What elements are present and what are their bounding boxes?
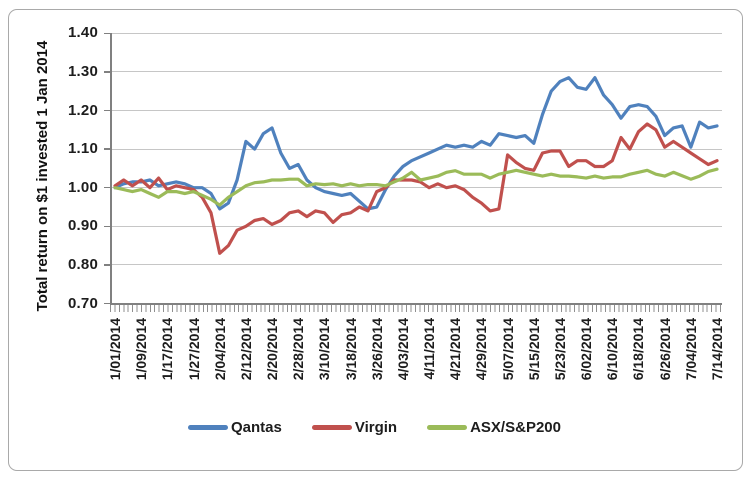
- y-tick-label: 0.70: [68, 294, 98, 312]
- y-tick-label: 0.80: [68, 255, 98, 273]
- y-tick-label: 1.40: [68, 24, 98, 42]
- gridline: [110, 225, 722, 227]
- y-tick-label: 1.10: [68, 140, 98, 158]
- legend-line-swatch: [188, 425, 228, 430]
- legend-label: Virgin: [354, 419, 398, 436]
- y-tick-label: 1.00: [68, 178, 98, 196]
- gridline: [110, 110, 722, 111]
- series-line-virgin: [113, 122, 719, 255]
- y-axis-tick: [104, 264, 110, 266]
- legend-item: ASX/S&P200: [427, 419, 561, 436]
- y-axis-tick: [104, 225, 110, 228]
- legend-item: Virgin: [311, 419, 398, 436]
- y-axis-line: [110, 33, 112, 304]
- legend-item: Qantas: [188, 419, 282, 436]
- series-line-asx-s-p200: [113, 167, 719, 207]
- x-axis-minor-ticks: [110, 305, 722, 312]
- y-axis-tick: [104, 109, 110, 112]
- gridline: [110, 148, 722, 150]
- gridline: [110, 71, 722, 73]
- y-tick-label: 1.20: [68, 101, 98, 119]
- gridline: [110, 264, 722, 266]
- x-axis-line: [110, 303, 722, 305]
- y-axis-tick: [104, 32, 110, 35]
- legend-line-swatch: [427, 425, 468, 430]
- y-tick-label: 1.30: [68, 62, 98, 80]
- chart-legend: Qantas Virgin ASX/S&P200: [8, 419, 741, 436]
- y-axis-tick: [104, 186, 110, 189]
- y-tick-label: 0.90: [68, 217, 98, 235]
- gridline: [110, 187, 722, 189]
- y-axis-tick: [104, 71, 110, 73]
- chart-frame: [8, 9, 743, 471]
- legend-label: Qantas: [231, 419, 282, 436]
- legend-line-swatch: [311, 425, 352, 430]
- y-axis-tick: [104, 148, 110, 150]
- gridline: [110, 32, 722, 34]
- legend-label: ASX/S&P200: [470, 419, 561, 436]
- y-axis-tick: [104, 302, 110, 305]
